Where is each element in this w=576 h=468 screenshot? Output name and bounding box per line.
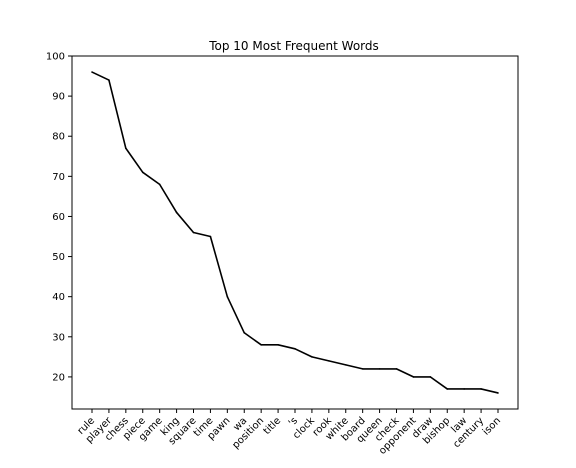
- y-tick-label: 20: [52, 372, 65, 383]
- y-tick-label: 50: [52, 252, 65, 263]
- data-point: [141, 171, 144, 174]
- y-tick-label: 100: [46, 52, 65, 63]
- y-axis: 20 30 40 50 60 70 80 90 100: [46, 52, 72, 383]
- data-point: [260, 344, 262, 346]
- data-point: [108, 79, 110, 81]
- data-point: [378, 368, 381, 370]
- data-point: [192, 231, 195, 234]
- data-point: [243, 331, 246, 334]
- data-point: [395, 368, 398, 370]
- data-point: [91, 71, 93, 73]
- data-point: [158, 183, 161, 186]
- data-point: [463, 388, 465, 390]
- series-layer: [91, 71, 499, 394]
- data-point: [277, 344, 279, 346]
- data-point: [429, 376, 432, 378]
- y-tick-label: 30: [52, 332, 65, 343]
- data-point: [226, 295, 229, 298]
- data-point: [446, 388, 449, 390]
- data-point: [175, 211, 178, 214]
- chart-title: Top 10 Most Frequent Words: [208, 39, 379, 53]
- y-tick-label: 70: [52, 172, 65, 183]
- data-point: [294, 348, 296, 350]
- data-point: [344, 364, 347, 366]
- data-point: [328, 360, 330, 362]
- data-point: [125, 147, 127, 150]
- data-point: [361, 368, 364, 370]
- data-point: [311, 356, 313, 358]
- data-point: [480, 388, 482, 390]
- data-point: [412, 376, 415, 378]
- data-point: [209, 235, 212, 238]
- y-tick-label: 40: [52, 292, 65, 303]
- y-tick-label: 60: [52, 212, 65, 223]
- plot-area-frame: [71, 55, 519, 410]
- y-tick-label: 90: [52, 92, 65, 103]
- data-point: [497, 392, 499, 394]
- y-tick-label: 80: [52, 132, 65, 143]
